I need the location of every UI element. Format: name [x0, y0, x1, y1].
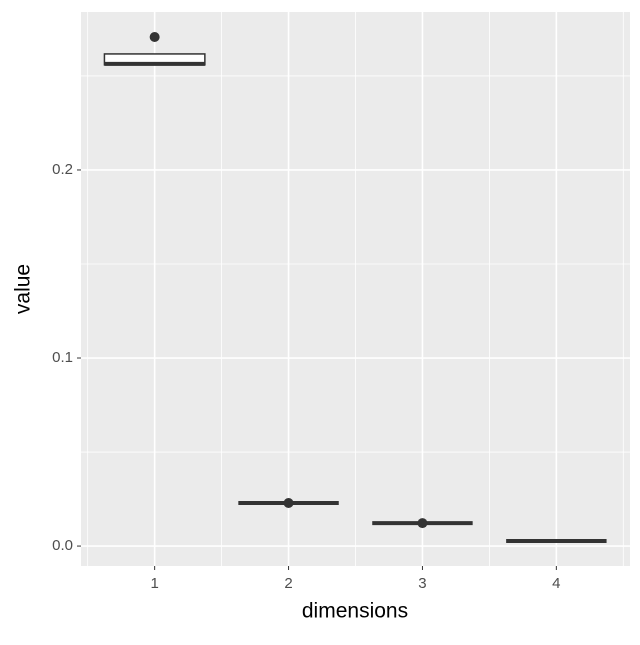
y-tick-label: 0.1 — [52, 349, 73, 366]
outlier — [283, 498, 294, 509]
y-axis-title: value — [12, 264, 35, 314]
y-tick-label: 0.0 — [52, 537, 73, 554]
x-tick-label: 4 — [552, 575, 560, 592]
x-tick-label: 2 — [284, 575, 292, 592]
outlier — [149, 32, 160, 43]
x-tick-label: 3 — [418, 575, 426, 592]
outlier — [417, 518, 428, 529]
y-tick-label: 0.2 — [52, 161, 73, 178]
x-axis-title: dimensions — [302, 600, 408, 623]
x-tick-label: 1 — [150, 575, 158, 592]
